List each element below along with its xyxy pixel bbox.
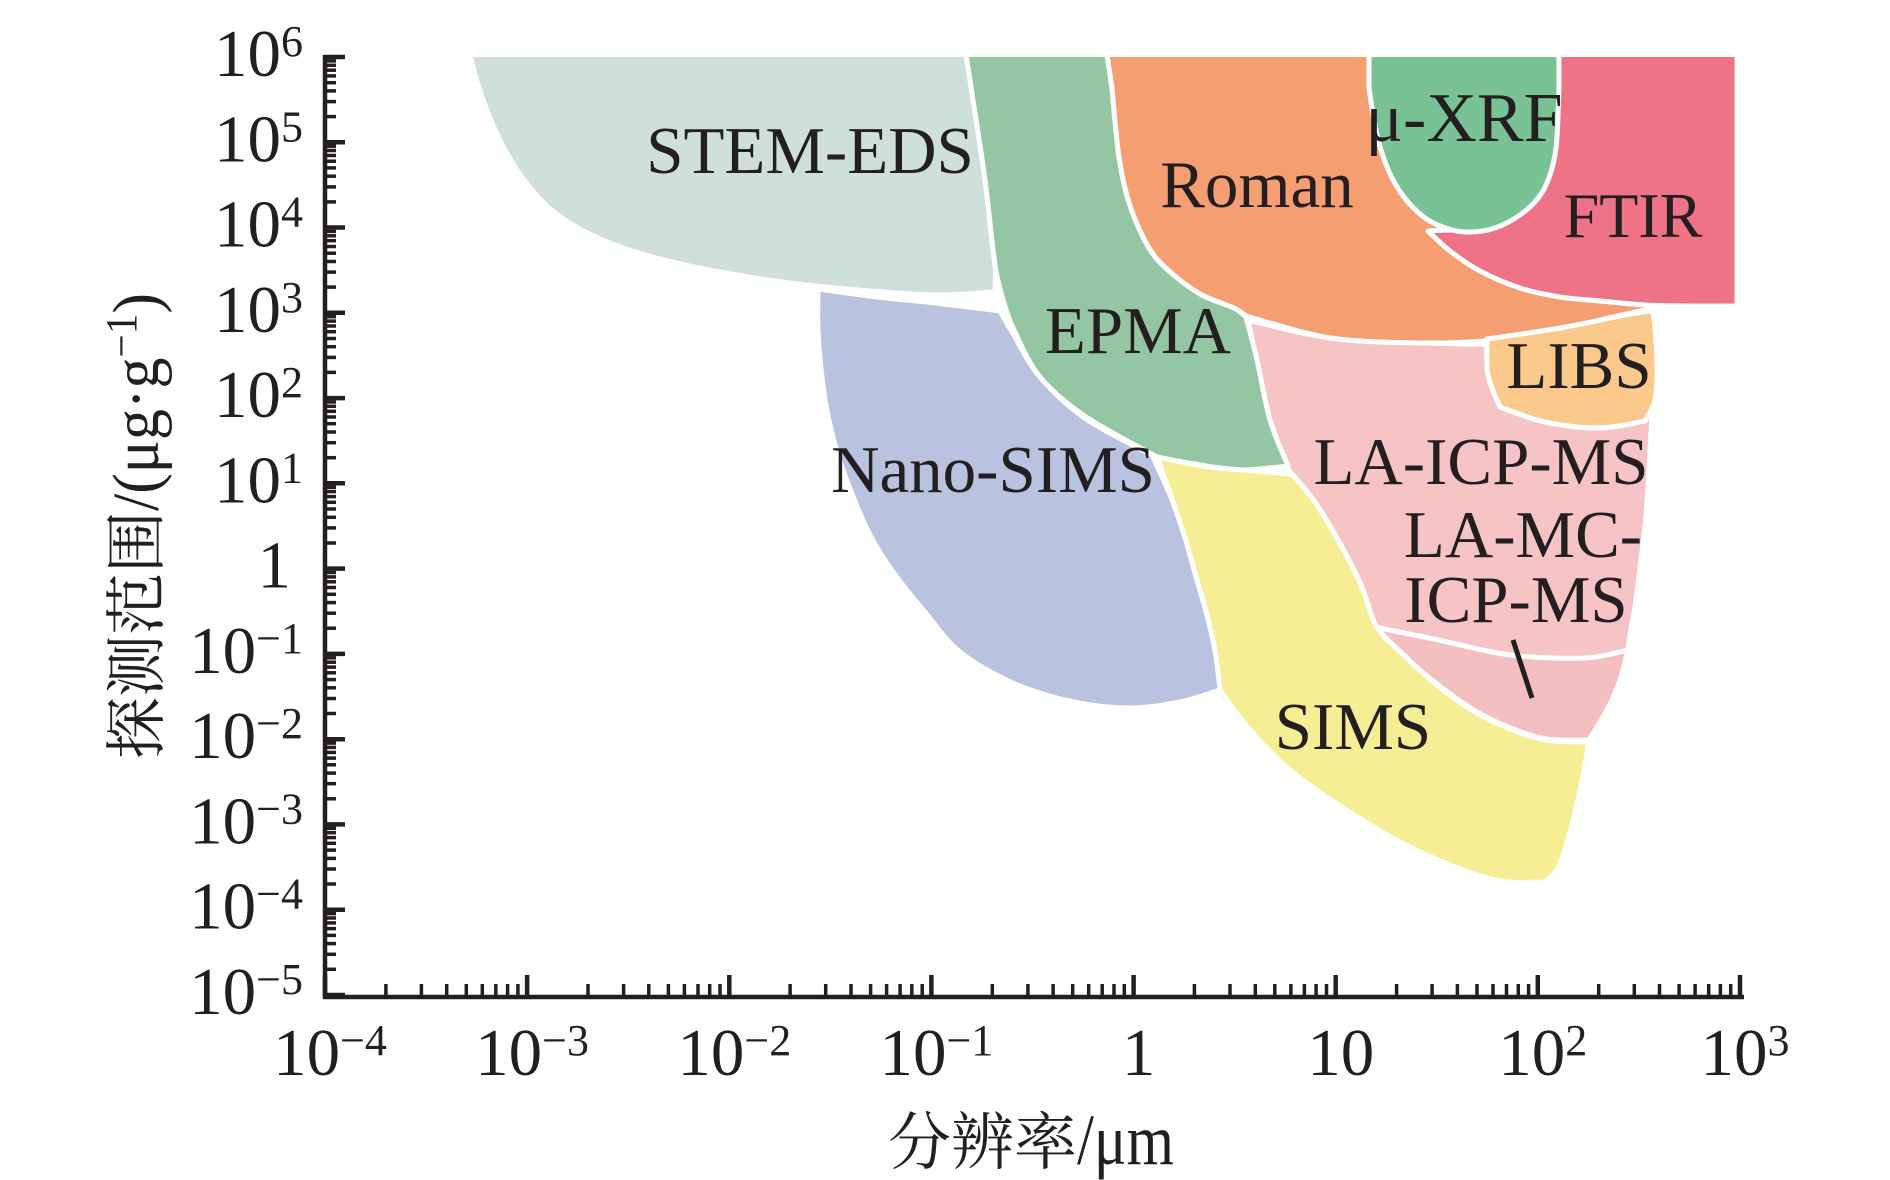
svg-text:1: 1 [258, 529, 292, 603]
svg-text:10−3: 10−3 [475, 1016, 589, 1090]
svg-text:10−5: 10−5 [189, 955, 303, 1029]
svg-text:102: 102 [1498, 1016, 1587, 1090]
svg-text:ICP-MS: ICP-MS [1404, 563, 1627, 637]
svg-text:103: 103 [1701, 1016, 1790, 1090]
svg-text:10−2: 10−2 [677, 1016, 791, 1090]
svg-text:10−1: 10−1 [189, 614, 303, 688]
svg-text:10−1: 10−1 [879, 1016, 993, 1090]
svg-text:10: 10 [1307, 1016, 1374, 1090]
svg-text:Nano-SIMS: Nano-SIMS [831, 433, 1155, 507]
svg-text:10−3: 10−3 [189, 784, 303, 858]
svg-text:10−4: 10−4 [189, 870, 303, 944]
svg-text:10−2: 10−2 [189, 699, 303, 773]
svg-text:104: 104 [214, 188, 303, 262]
svg-text:μ-XRF: μ-XRF [1365, 80, 1562, 157]
svg-text:105: 105 [214, 102, 303, 176]
svg-text:LA-ICP-MS: LA-ICP-MS [1313, 425, 1648, 499]
svg-text:101: 101 [214, 443, 303, 517]
svg-text:STEM-EDS: STEM-EDS [646, 114, 974, 188]
svg-text:103: 103 [214, 273, 303, 347]
svg-text:1: 1 [1122, 1016, 1156, 1090]
svg-text:/μm: /μm [1077, 1100, 1174, 1180]
svg-text:106: 106 [214, 17, 303, 91]
svg-text:EPMA: EPMA [1045, 294, 1231, 368]
svg-text:Roman: Roman [1160, 148, 1354, 222]
svg-text:LA-MC-: LA-MC- [1404, 498, 1642, 572]
svg-text:102: 102 [214, 358, 303, 432]
svg-text:10−4: 10−4 [273, 1016, 387, 1090]
svg-text:LIBS: LIBS [1506, 329, 1651, 403]
svg-text:FTIR: FTIR [1564, 180, 1703, 251]
svg-text:SIMS: SIMS [1275, 690, 1431, 764]
